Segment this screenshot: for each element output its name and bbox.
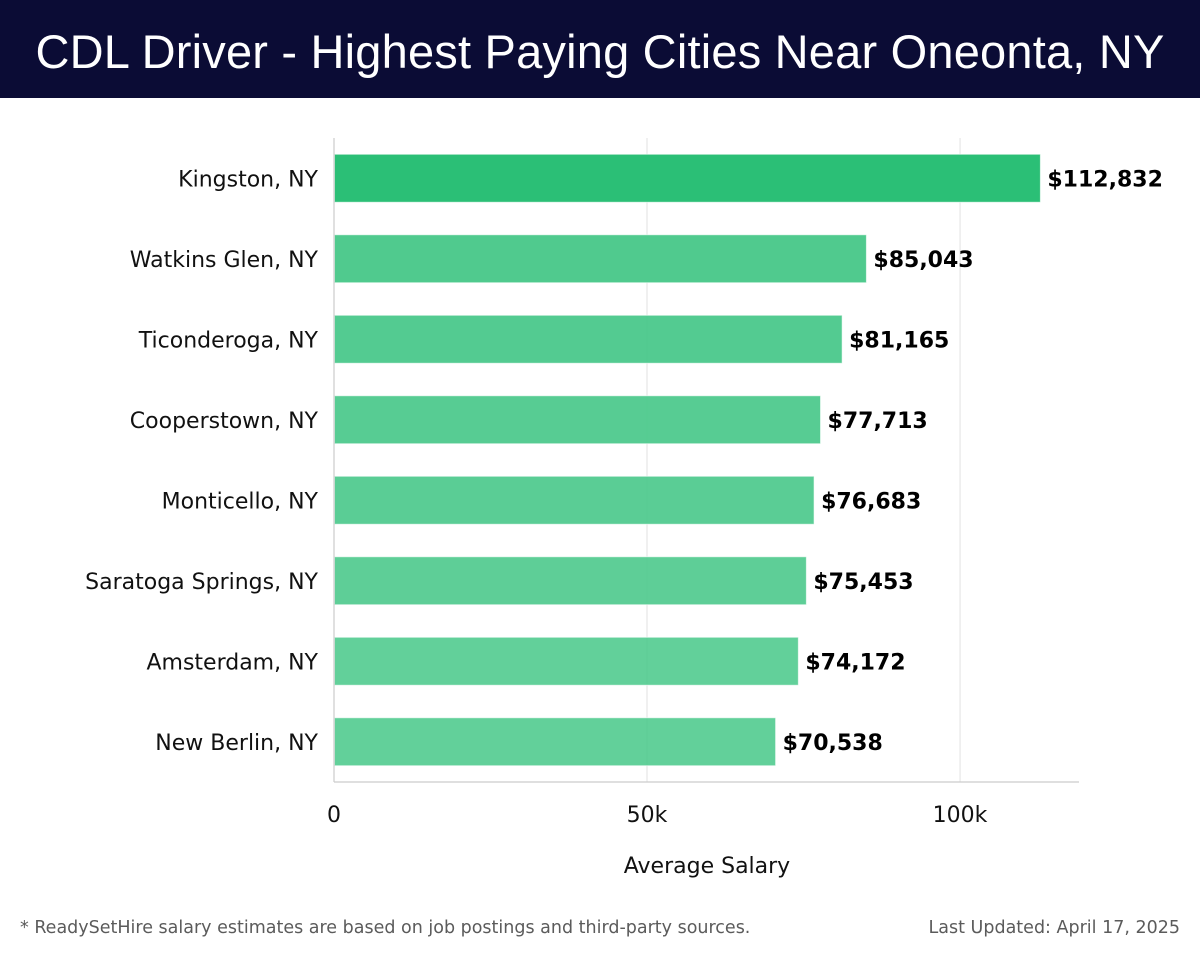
category-label: Cooperstown, NY	[130, 409, 319, 434]
category-label: New Berlin, NY	[155, 731, 318, 756]
bar	[334, 314, 843, 364]
value-label: $76,683	[821, 489, 921, 514]
last-updated: Last Updated: April 17, 2025	[928, 918, 1180, 938]
value-label: $75,453	[813, 570, 913, 595]
value-label: $112,832	[1047, 167, 1163, 192]
labels: 0 50k 100k Kingston, NY $112,832 Watkins Glen…	[85, 167, 1163, 828]
bar	[334, 636, 799, 686]
category-label: Saratoga Springs, NY	[85, 570, 318, 595]
bar-chart: 0 50k 100k Kingston, NY $112,832 Watkins Glen…	[85, 138, 1163, 879]
bar	[334, 234, 867, 284]
category-label: Ticonderoga, NY	[138, 328, 319, 353]
x-tick-label: 0	[327, 803, 341, 828]
value-label: $77,713	[828, 409, 928, 434]
bar	[334, 556, 807, 606]
category-label: Watkins Glen, NY	[130, 248, 319, 273]
header-bar: CDL Driver - Highest Paying Cities Near …	[0, 0, 1200, 98]
footnote: * ReadySetHire salary estimates are base…	[20, 918, 751, 938]
x-tick-label: 50k	[627, 803, 668, 828]
bar	[334, 153, 1041, 203]
x-tick-label: 100k	[933, 803, 988, 828]
bar	[334, 395, 822, 445]
value-label: $81,165	[849, 328, 949, 353]
category-label: Monticello, NY	[162, 489, 319, 514]
bar	[334, 475, 815, 525]
value-label: $74,172	[805, 650, 905, 675]
value-label: $85,043	[873, 248, 973, 273]
page-title: CDL Driver - Highest Paying Cities Near …	[35, 25, 1165, 78]
axes	[333, 138, 1079, 783]
x-axis-label: Average Salary	[624, 854, 790, 879]
category-label: Kingston, NY	[178, 167, 318, 192]
value-label: $70,538	[783, 731, 883, 756]
bar	[334, 717, 777, 767]
category-label: Amsterdam, NY	[146, 650, 318, 675]
bars	[334, 153, 1041, 767]
